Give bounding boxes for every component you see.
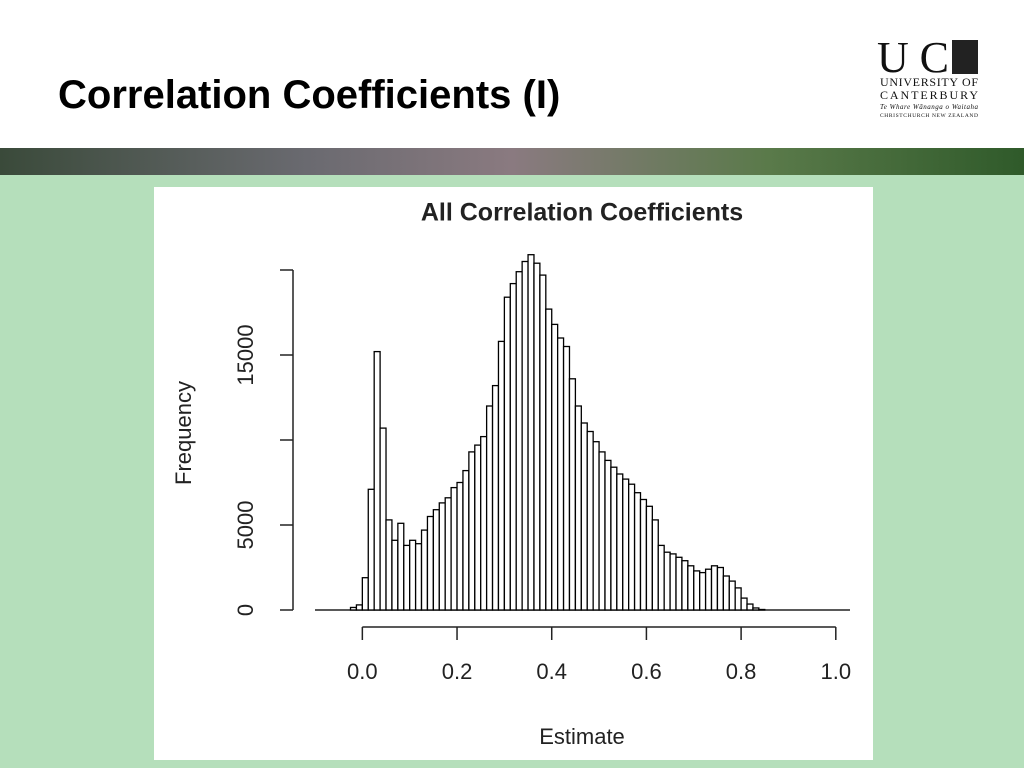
bar: [710, 565, 719, 611]
bar: [474, 444, 482, 611]
bar: [361, 577, 369, 611]
logo-crest: [952, 40, 978, 74]
bar: [675, 556, 683, 611]
bar: [598, 451, 606, 611]
x-tick-label: 0.6: [631, 659, 662, 684]
logo-line2: CANTERBURY: [880, 88, 978, 102]
y-axis-label: Frequency: [171, 381, 196, 485]
logo: UC UNIVERSITY OF CANTERBURY Te Whare Wān…: [877, 33, 979, 119]
x-tick-label: 0.4: [536, 659, 567, 684]
bar: [604, 459, 612, 611]
bar: [645, 505, 653, 611]
bar: [556, 337, 565, 611]
bar: [450, 486, 458, 611]
bar: [391, 539, 399, 611]
bar: [367, 488, 375, 611]
bar: [515, 271, 523, 611]
y-tick-label: 0: [233, 604, 258, 616]
bar: [480, 435, 488, 611]
photo-strip: [0, 148, 1024, 175]
bar: [533, 262, 541, 611]
bar: [639, 498, 648, 611]
bar: [669, 553, 677, 611]
x-tick-label: 0.0: [347, 659, 378, 684]
bar: [568, 378, 577, 611]
bar: [657, 544, 665, 611]
logo-motto: Te Whare Wānanga o Waitaha: [880, 103, 979, 111]
bar: [580, 422, 588, 611]
bar: [746, 603, 754, 611]
bar: [414, 543, 423, 611]
bar: [693, 570, 701, 611]
bar: [687, 565, 695, 611]
bar: [403, 544, 411, 611]
bar: [574, 405, 582, 611]
bar: [704, 568, 713, 611]
bar: [385, 519, 393, 611]
bar: [562, 345, 571, 611]
bar: [551, 323, 559, 611]
bar: [379, 427, 387, 611]
bar: [409, 539, 417, 611]
bar: [420, 529, 429, 611]
bar: [681, 560, 689, 611]
bar: [722, 575, 730, 611]
bar: [509, 282, 517, 611]
bar: [740, 597, 748, 611]
bar: [752, 607, 760, 611]
x-axis-label: Estimate: [539, 724, 625, 749]
bar: [432, 509, 440, 611]
bar: [734, 587, 742, 611]
bar: [438, 502, 446, 611]
bar: [497, 340, 506, 611]
bar: [462, 469, 470, 611]
bar: [485, 405, 494, 611]
bar: [616, 473, 624, 611]
bar: [758, 608, 766, 611]
bar: [468, 451, 476, 611]
y-tick-label: 5000: [233, 501, 258, 550]
bar: [728, 580, 736, 611]
y-tick-label: 15000: [233, 324, 258, 385]
logo-location: CHRISTCHURCH NEW ZEALAND: [880, 113, 978, 119]
bar: [527, 254, 535, 611]
bar: [397, 522, 405, 611]
bar: [663, 551, 671, 611]
bar: [355, 604, 363, 611]
bar: [373, 350, 381, 611]
bar: [444, 497, 452, 611]
bar: [628, 483, 636, 611]
bar: [503, 296, 511, 611]
bar: [716, 566, 725, 611]
slide-title: Correlation Coefficients (I): [58, 73, 560, 117]
bar: [491, 384, 500, 611]
x-tick-label: 0.2: [442, 659, 473, 684]
bar: [539, 274, 547, 611]
x-tick-label: 1.0: [820, 659, 851, 684]
bar: [586, 430, 594, 611]
bar: [622, 478, 630, 611]
bar: [633, 492, 642, 611]
bar: [651, 519, 659, 611]
bar: [545, 308, 553, 611]
bar: [610, 466, 618, 611]
logo-line1: UNIVERSITY OF: [880, 75, 978, 89]
bar: [456, 481, 464, 611]
bar: [426, 515, 435, 611]
bar: [592, 441, 600, 611]
chart-title: All Correlation Coefficients: [421, 199, 743, 227]
bar: [349, 606, 358, 611]
x-tick-label: 0.8: [726, 659, 757, 684]
bar: [521, 260, 529, 611]
bar: [699, 571, 707, 611]
header: [0, 0, 1024, 148]
